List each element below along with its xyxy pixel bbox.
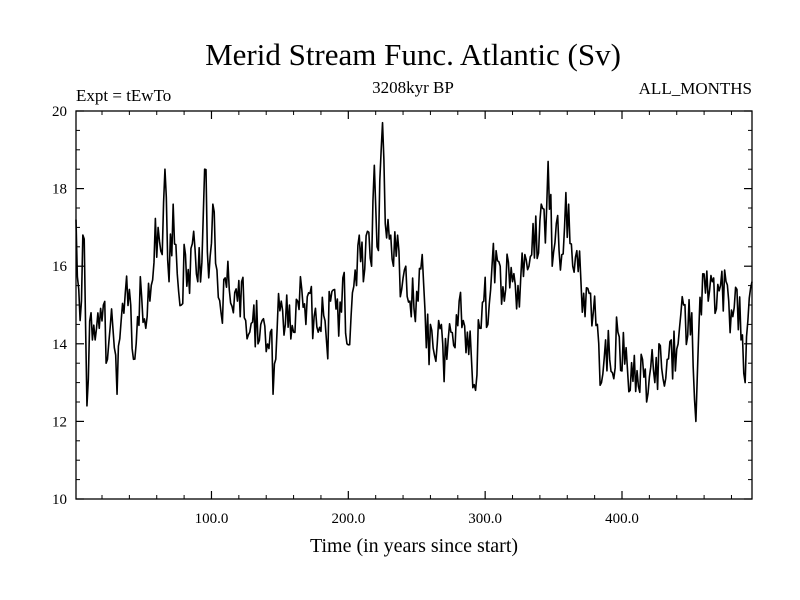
y-tick-label: 18: [52, 182, 67, 198]
x-axis-label: Time (in years since start): [310, 535, 518, 557]
plot-area: 10 12 14 16 18 20 100.0 200.0 300.0 400.0: [52, 104, 753, 527]
experiment-label: Expt = tEwTo: [76, 86, 171, 105]
series-line-atlantic-moc: [75, 121, 753, 423]
x-tick-label: 400.0: [605, 511, 639, 527]
months-label: ALL_MONTHS: [639, 79, 752, 98]
y-tick-label: 10: [52, 492, 67, 508]
y-tick-label: 20: [52, 104, 67, 120]
x-axis: 100.0 200.0 300.0 400.0: [101, 111, 732, 527]
y-axis: 10 12 14 16 18 20: [52, 104, 752, 508]
x-tick-label: 300.0: [468, 511, 502, 527]
y-tick-label: 14: [52, 337, 68, 353]
y-tick-label: 12: [52, 414, 67, 430]
x-tick-label: 200.0: [331, 511, 365, 527]
chart-title: Merid Stream Func. Atlantic (Sv): [205, 37, 621, 72]
x-tick-label: 100.0: [195, 511, 229, 527]
time-period-label: 3208kyr BP: [372, 78, 454, 97]
y-tick-label: 16: [52, 259, 68, 275]
